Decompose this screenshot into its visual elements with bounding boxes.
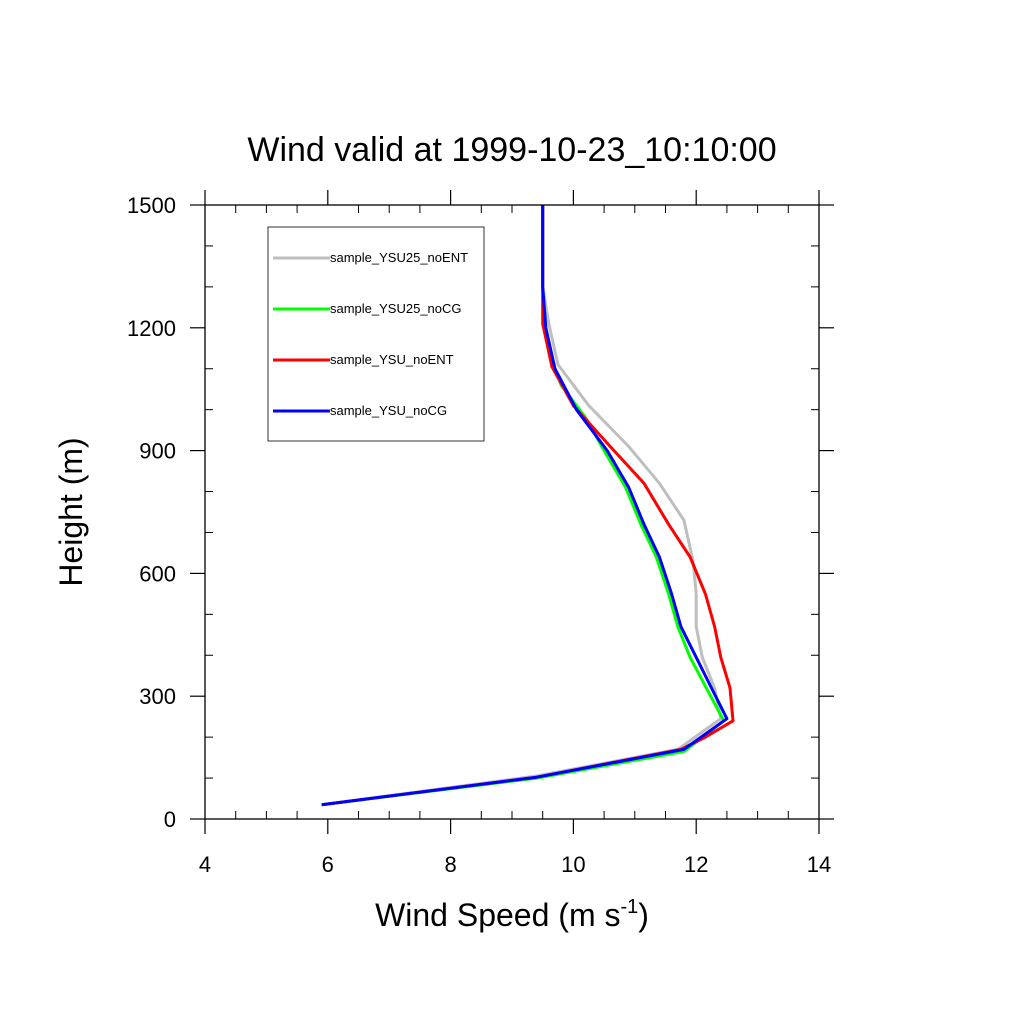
legend: sample_YSU25_noENT sample_YSU25_noCGsampl… [267,226,485,442]
x-axis-title-main: Wind Speed (m s [375,897,620,933]
legend-box [267,226,485,442]
y-axis-title: Height (m) [53,437,89,586]
y-tick-label: 600 [139,561,176,586]
x-axis-title-superscript: -1 [620,896,638,918]
y-tick-label: 0 [164,807,176,832]
x-tick-label: 12 [684,852,708,877]
x-tick-label: 4 [199,852,211,877]
ticks-layer: 4 6 8 10 12 14 0 300 600 900 1200 1500 [127,190,834,877]
x-axis-title-end: ) [638,897,649,933]
y-tick-label: 1200 [127,316,176,341]
legend-label-2: sample_YSU_noENT [330,352,454,367]
x-tick-label: 8 [444,852,456,877]
x-tick-label: 6 [322,852,334,877]
x-tick-label: 10 [561,852,585,877]
legend-label-0: sample_YSU25_noENT [330,250,468,265]
y-tick-label: 1500 [127,193,176,218]
chart-title: Wind valid at 1999-10-23_10:10:00 [247,131,776,169]
series-layer [321,205,735,807]
y-tick-label: 900 [139,439,176,464]
legend-label-1: sample_YSU25_noCG [330,301,462,316]
legend-label-3: sample_YSU_noCG [330,403,447,418]
x-axis-title: Wind Speed (m s-1) [375,896,649,933]
series-line-3 [321,205,729,807]
plot-frame [204,204,820,820]
y-tick-label: 300 [139,684,176,709]
series-line-2 [321,205,735,807]
x-tick-label: 14 [807,852,831,877]
